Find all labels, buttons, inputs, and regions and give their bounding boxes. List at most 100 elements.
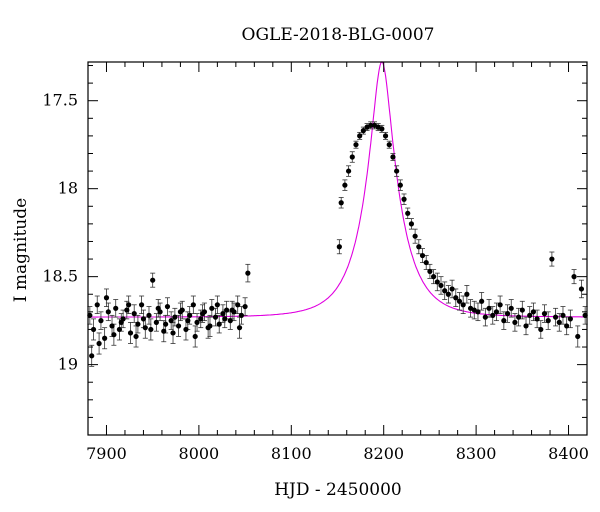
data-point bbox=[386, 142, 392, 148]
data-point bbox=[571, 274, 577, 280]
data-point bbox=[501, 318, 507, 324]
data-point bbox=[153, 319, 159, 325]
data-point bbox=[486, 305, 492, 311]
data-point bbox=[133, 333, 139, 340]
data-point bbox=[126, 302, 132, 308]
data-point bbox=[423, 259, 429, 266]
data-point bbox=[131, 310, 137, 317]
y-tick-label: 17.5 bbox=[42, 91, 78, 110]
x-tick-label: 8400 bbox=[548, 444, 589, 463]
data-point bbox=[109, 323, 115, 329]
data-point bbox=[523, 323, 529, 329]
data-point bbox=[538, 326, 544, 333]
data-point bbox=[242, 303, 248, 310]
data-point bbox=[138, 302, 145, 308]
data-point bbox=[349, 154, 355, 160]
data-point bbox=[578, 286, 585, 292]
data-point bbox=[456, 298, 463, 304]
data-point bbox=[527, 312, 533, 318]
data-point bbox=[545, 318, 551, 324]
data-point bbox=[508, 305, 514, 311]
data-point bbox=[556, 319, 562, 325]
data-point bbox=[445, 291, 451, 297]
data-point bbox=[397, 182, 403, 188]
data-point bbox=[431, 274, 437, 280]
data-point bbox=[394, 168, 400, 174]
data-point bbox=[336, 244, 342, 250]
data-point bbox=[102, 335, 108, 341]
data-point bbox=[245, 270, 251, 276]
data-point bbox=[161, 328, 167, 334]
data-point bbox=[229, 307, 235, 313]
x-tick-label: 8300 bbox=[456, 444, 497, 463]
data-point bbox=[209, 305, 215, 311]
data-point bbox=[390, 154, 396, 160]
data-point bbox=[235, 302, 241, 308]
data-point bbox=[90, 326, 97, 333]
data-point bbox=[194, 319, 200, 325]
x-tick-label: 8100 bbox=[271, 444, 312, 463]
data-point bbox=[183, 326, 189, 333]
data-point bbox=[353, 142, 359, 148]
data-point bbox=[416, 244, 422, 250]
data-point bbox=[222, 316, 228, 322]
data-point bbox=[220, 310, 226, 317]
data-point bbox=[216, 321, 222, 327]
data-point bbox=[541, 310, 548, 317]
data-point bbox=[490, 312, 496, 318]
data-point bbox=[170, 330, 176, 336]
data-point bbox=[368, 122, 374, 128]
data-point bbox=[493, 309, 500, 315]
data-point bbox=[96, 340, 102, 347]
data-point bbox=[146, 312, 152, 318]
data-point bbox=[98, 318, 104, 324]
y-axis-label: I magnitude bbox=[11, 198, 31, 302]
data-point bbox=[155, 305, 161, 311]
model-curve-layer bbox=[88, 61, 587, 318]
x-tick-label: 8000 bbox=[179, 444, 220, 463]
data-point bbox=[111, 332, 117, 338]
data-point bbox=[135, 321, 141, 327]
data-point bbox=[408, 221, 415, 227]
data-point bbox=[567, 316, 573, 322]
data-point bbox=[127, 330, 134, 336]
data-point bbox=[172, 314, 178, 320]
data-point bbox=[103, 295, 110, 301]
data-point bbox=[150, 277, 156, 283]
x-tick-label: 8200 bbox=[363, 444, 404, 463]
data-point bbox=[224, 307, 230, 313]
data-point bbox=[382, 133, 389, 139]
data-point bbox=[187, 312, 193, 318]
data-point bbox=[379, 126, 385, 132]
data-point bbox=[564, 323, 570, 329]
y-tick-label: 18.5 bbox=[42, 267, 78, 286]
data-point bbox=[198, 316, 204, 322]
data-point bbox=[342, 182, 348, 188]
data-point bbox=[163, 321, 169, 327]
data-point bbox=[118, 319, 124, 325]
data-point bbox=[482, 314, 488, 320]
data-point bbox=[207, 323, 213, 329]
x-tick-label: 7900 bbox=[86, 444, 127, 463]
data-point bbox=[552, 314, 559, 320]
y-tick-labels: 17.5 18 18.5 19 bbox=[42, 91, 78, 374]
data-point bbox=[140, 316, 147, 322]
data-point bbox=[516, 314, 522, 320]
data-point bbox=[238, 312, 244, 318]
data-point bbox=[560, 312, 566, 318]
data-point bbox=[192, 333, 198, 340]
data-point bbox=[575, 333, 581, 340]
data-point bbox=[497, 302, 503, 308]
data-point bbox=[212, 314, 219, 320]
data-point bbox=[214, 302, 220, 308]
data-point bbox=[479, 298, 485, 304]
data-point bbox=[453, 295, 459, 301]
data-point bbox=[175, 323, 182, 329]
data-point bbox=[185, 318, 191, 324]
data-point bbox=[89, 353, 95, 359]
data-point bbox=[475, 309, 481, 315]
data-point-layer bbox=[87, 122, 588, 359]
data-point bbox=[434, 279, 440, 285]
data-point bbox=[164, 303, 171, 310]
